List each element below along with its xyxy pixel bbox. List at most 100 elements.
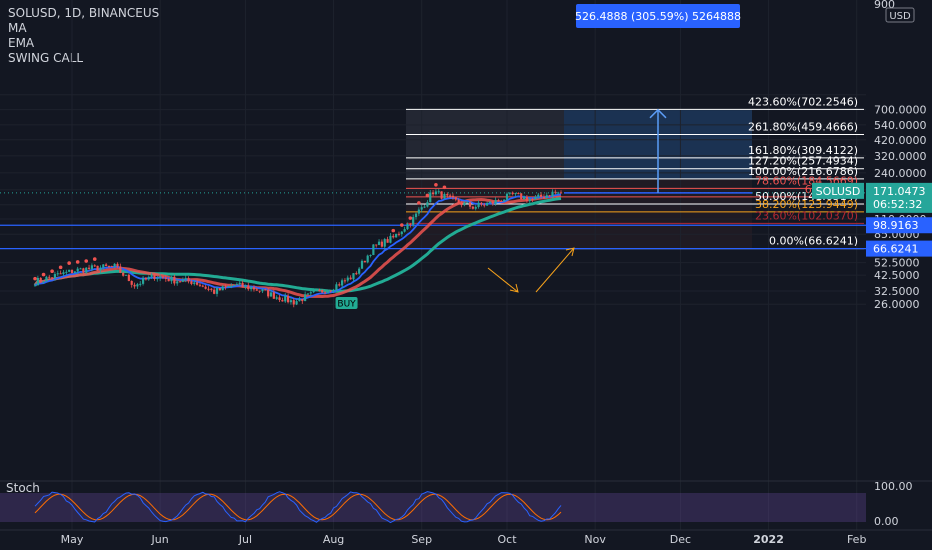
candle-body bbox=[110, 266, 113, 268]
buy-signal-label: BUY bbox=[337, 300, 356, 310]
candle-body bbox=[375, 244, 378, 246]
candle-body bbox=[457, 199, 460, 203]
candle-body bbox=[33, 285, 37, 287]
price-line-tag bbox=[866, 217, 932, 234]
swing-call-dot bbox=[67, 261, 71, 265]
candle-body bbox=[551, 191, 554, 197]
candle-body bbox=[82, 268, 85, 273]
candle-body bbox=[338, 284, 341, 286]
price-tick-label: 540.0000 bbox=[874, 119, 927, 132]
candle-body bbox=[503, 199, 506, 202]
candle-body bbox=[141, 277, 145, 284]
candle-body bbox=[295, 301, 298, 305]
candle-body bbox=[70, 269, 74, 274]
candle-body bbox=[184, 278, 187, 280]
candle-body bbox=[48, 276, 51, 278]
candle-body bbox=[451, 195, 455, 198]
price-axis-panel bbox=[866, 0, 932, 478]
candle-body bbox=[144, 277, 148, 280]
candle-body bbox=[130, 280, 133, 285]
candle-body bbox=[423, 206, 426, 208]
candle-body bbox=[204, 286, 207, 289]
candle-body bbox=[87, 267, 91, 269]
candle-body bbox=[409, 223, 412, 225]
fib-level-label: 0.00%(66.6241) bbox=[769, 235, 858, 248]
candle-body bbox=[488, 201, 492, 203]
price-tick-label: 700.0000 bbox=[874, 104, 927, 117]
candle-body bbox=[520, 193, 523, 200]
candle-body bbox=[241, 282, 244, 288]
candle-body bbox=[522, 196, 526, 200]
candle-body bbox=[559, 192, 563, 194]
candle-body bbox=[224, 286, 227, 288]
symbol-title[interactable]: SOLUSD, 1D, BINANCEUS bbox=[8, 6, 160, 20]
candle-body bbox=[426, 202, 429, 207]
candle-body bbox=[147, 276, 150, 280]
candle-body bbox=[312, 291, 315, 293]
candle-body bbox=[215, 288, 219, 294]
chart-legend: SOLUSD, 1D, BINANCEUS MA EMA SWING CALL bbox=[8, 6, 159, 66]
candle-body bbox=[440, 191, 443, 199]
candle-body bbox=[53, 274, 57, 278]
candle-body bbox=[497, 199, 500, 202]
stoch-label: Stoch bbox=[6, 481, 40, 495]
candle-body bbox=[540, 194, 543, 197]
swing-call-dot bbox=[400, 223, 404, 227]
candle-body bbox=[508, 192, 511, 194]
candle-body bbox=[358, 268, 361, 274]
time-tick-label: Jun bbox=[151, 533, 169, 546]
candle-body bbox=[127, 274, 130, 281]
candle-body bbox=[170, 276, 173, 282]
candle-body bbox=[346, 277, 349, 281]
candle-body bbox=[59, 273, 62, 275]
price-tick-label: 420.0000 bbox=[874, 134, 927, 147]
current-price-tag bbox=[866, 182, 932, 213]
projection-measure-badge bbox=[576, 4, 740, 28]
candle-body bbox=[198, 284, 202, 286]
candle-body bbox=[437, 191, 440, 193]
candle-body bbox=[548, 195, 551, 197]
fib-level-label: 38.20%(123.9449) bbox=[755, 198, 858, 211]
price-tick-label: 900 bbox=[874, 0, 895, 11]
candle-body bbox=[195, 282, 199, 285]
candle-body bbox=[210, 288, 213, 290]
candle-body bbox=[400, 231, 403, 235]
swing-call-dot bbox=[425, 193, 430, 198]
indicator-swing-call[interactable]: SWING CALL bbox=[8, 51, 84, 65]
candle-body bbox=[156, 278, 159, 280]
swing-call-dot bbox=[58, 265, 63, 270]
candle-body bbox=[90, 265, 94, 269]
candle-body bbox=[227, 286, 230, 288]
price-line-tag bbox=[866, 240, 932, 257]
candle-body bbox=[383, 239, 386, 247]
indicator-ema[interactable]: EMA bbox=[8, 36, 35, 50]
swing-call-dot bbox=[84, 259, 89, 263]
candle-body bbox=[323, 292, 327, 294]
candle-body bbox=[446, 194, 449, 196]
candle-body bbox=[306, 293, 310, 295]
stoch-tick-label: 100.00 bbox=[874, 480, 913, 493]
candle-body bbox=[292, 300, 295, 305]
candle-body bbox=[352, 273, 355, 280]
candle-body bbox=[244, 285, 247, 288]
candle-body bbox=[494, 199, 497, 204]
price-tick-label: 26.0000 bbox=[874, 298, 920, 311]
candle-body bbox=[349, 277, 352, 280]
candle-body bbox=[93, 265, 96, 267]
candle-body bbox=[304, 294, 307, 302]
indicator-ma[interactable]: MA bbox=[8, 21, 27, 35]
fib-level-label: 261.80%(459.4666) bbox=[748, 120, 858, 133]
candle-body bbox=[173, 276, 176, 284]
swing-call-dot bbox=[41, 272, 46, 277]
candle-body bbox=[474, 206, 477, 209]
candle-body bbox=[269, 292, 273, 297]
swing-call-dot bbox=[50, 269, 54, 274]
candle-body bbox=[434, 191, 438, 195]
swing-call-dot bbox=[391, 228, 396, 233]
candle-body bbox=[326, 290, 329, 294]
candle-body bbox=[235, 284, 239, 286]
candle-body bbox=[42, 281, 45, 283]
swing-call-dot bbox=[417, 201, 421, 205]
candle-body bbox=[545, 195, 548, 199]
